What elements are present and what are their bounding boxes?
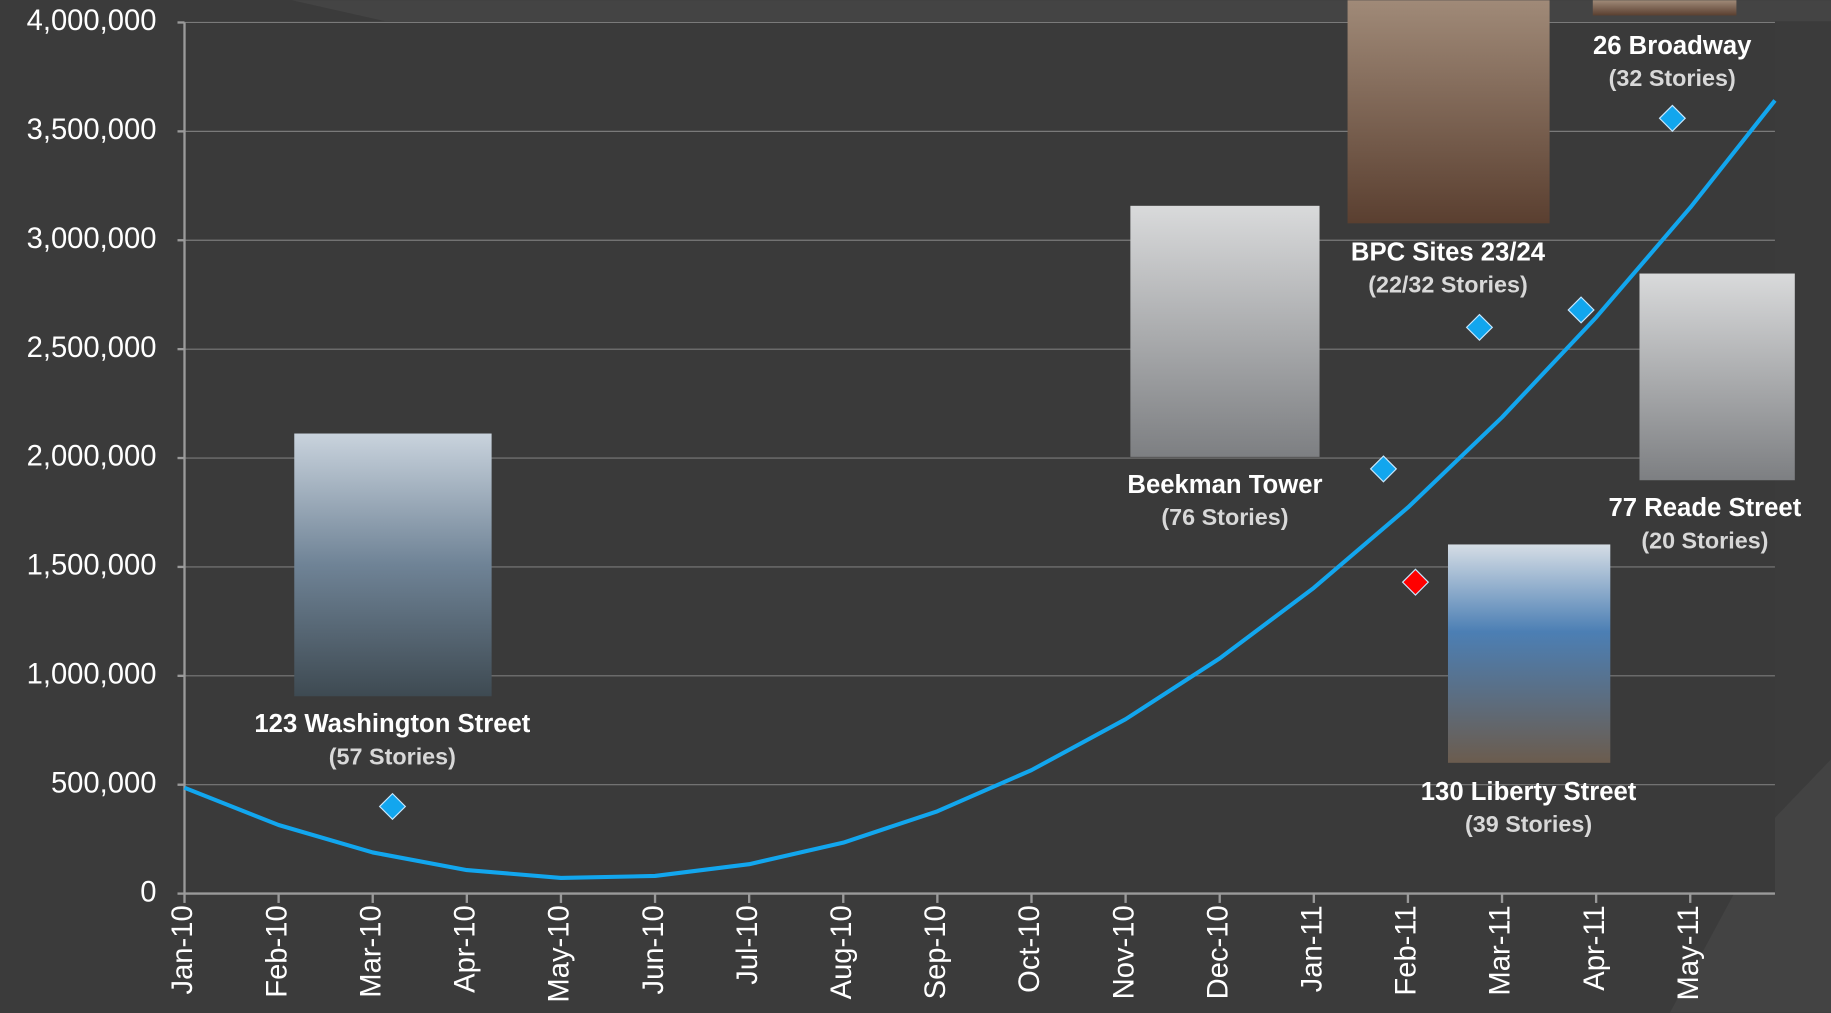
trend-line	[183, 99, 1777, 880]
data-point	[1401, 568, 1430, 596]
x-tick-label: Mar-10	[355, 905, 387, 997]
y-tick-label: 2,500,000	[27, 332, 157, 364]
data-point	[1567, 296, 1595, 324]
building-photo	[1639, 273, 1795, 481]
y-tick-label: 3,000,000	[27, 223, 157, 255]
x-tick-label: Sep-10	[920, 905, 952, 999]
data-point	[1369, 455, 1398, 483]
x-tick-label: Apr-10	[450, 905, 482, 993]
labels: 123 Washington Street (57 Stories) Beekman…	[254, 32, 1801, 837]
y-tick-label: 1,500,000	[27, 550, 157, 582]
annotation-sub: (32 Stories)	[1609, 65, 1736, 91]
y-tick-label: 0	[140, 876, 156, 908]
annotation-sub: (22/32 Stories)	[1368, 272, 1528, 298]
building-photo	[1592, 0, 1737, 16]
y-tick-label: 3,500,000	[27, 114, 157, 146]
photos	[294, 0, 1795, 763]
building-photo	[294, 433, 492, 697]
marks	[183, 99, 1777, 880]
annotation: 26 Broadway	[1593, 32, 1752, 60]
x-tick-label: Apr-11	[1579, 905, 1611, 990]
x-tick-label: Dec-10	[1202, 905, 1234, 999]
building-photo	[1347, 0, 1550, 224]
data-point	[378, 792, 407, 821]
annotation-sub: (76 Stories)	[1161, 504, 1288, 530]
x-tick-label: Feb-10	[261, 905, 293, 997]
annotation: 77 Reade Street	[1609, 494, 1802, 522]
annotation-sub: (39 Stories)	[1465, 811, 1592, 837]
x-tick-label: Jan-11	[1297, 905, 1329, 992]
x-tick-label: May-11	[1673, 905, 1705, 1000]
annotation: 130 Liberty Street	[1421, 778, 1637, 806]
x-tick-label: Aug-10	[826, 905, 858, 999]
building-photo	[1447, 544, 1611, 763]
annotation: 123 Washington Street	[254, 710, 530, 738]
x-tick-label: Feb-11	[1391, 905, 1423, 995]
annotation-sub: (57 Stories)	[329, 743, 456, 769]
x-tick-label: May-10	[544, 905, 576, 1002]
y-tick-label: 2,000,000	[27, 441, 157, 473]
y-tick-label: 500,000	[51, 767, 157, 799]
building-photo	[1130, 205, 1320, 457]
y-tick-label: 1,000,000	[27, 659, 157, 691]
data-point	[1465, 313, 1494, 342]
x-tick-label: Jun-10	[638, 905, 670, 994]
data-point	[1658, 104, 1687, 132]
annotation-sub: (20 Stories)	[1641, 527, 1768, 553]
x-tick-label: Jul-10	[732, 905, 764, 985]
annotation: BPC Sites 23/24	[1351, 238, 1546, 266]
x-tick-label: Jan-10	[167, 905, 199, 994]
y-tick-label: 4,000,000	[27, 5, 157, 37]
x-tick-label: Nov-10	[1108, 905, 1140, 999]
x-tick-label: Oct-10	[1014, 905, 1046, 993]
annotation: Beekman Tower	[1127, 471, 1322, 499]
x-tick-label: Mar-11	[1485, 905, 1517, 995]
